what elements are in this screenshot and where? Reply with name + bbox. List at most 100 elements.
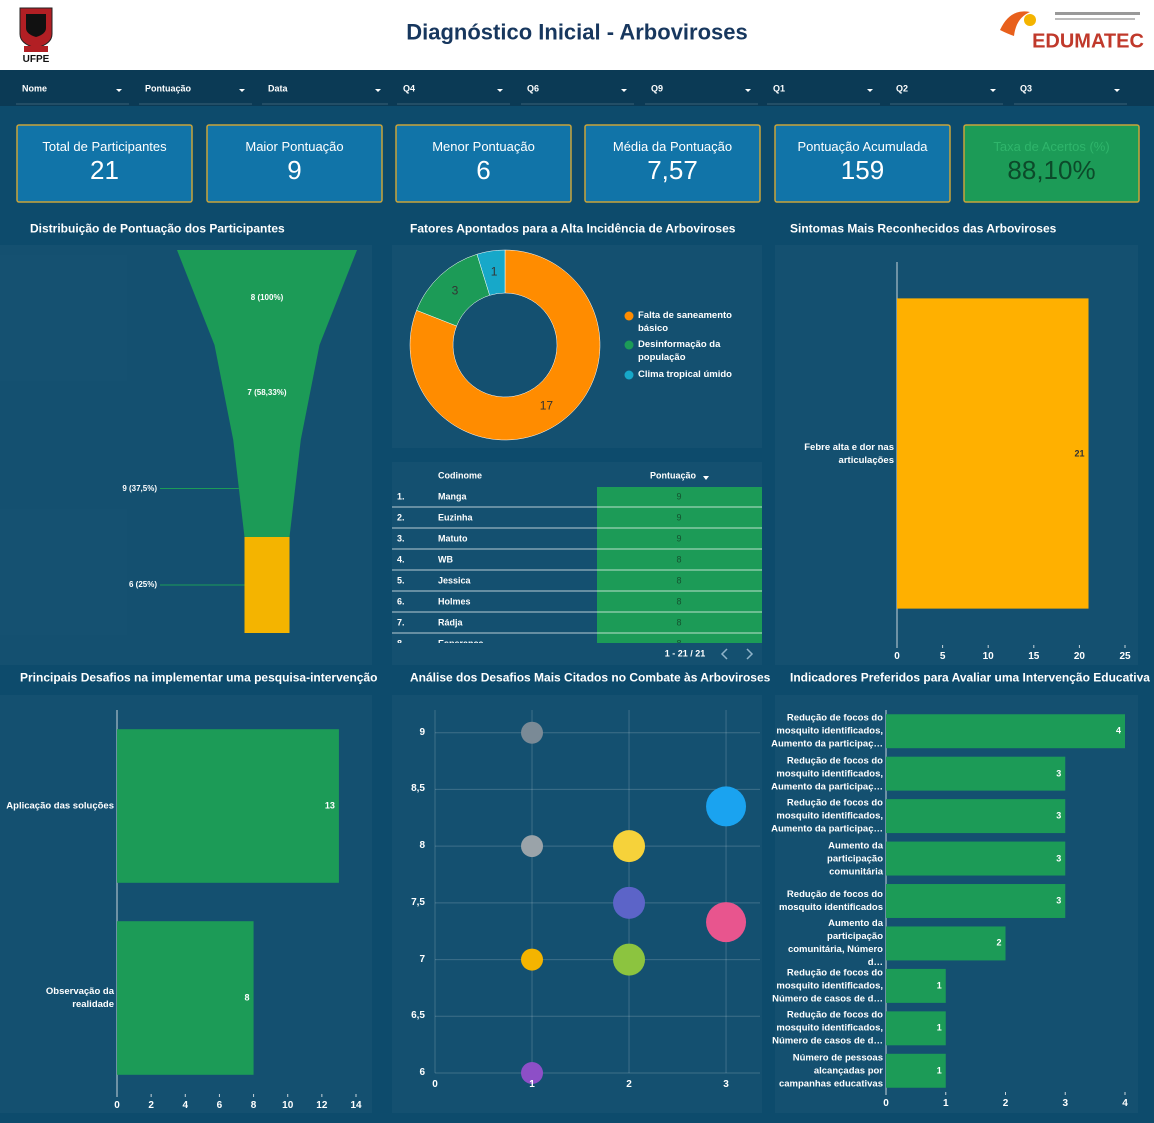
category-label: Redução de focos do mosquito identificad… — [771, 797, 883, 835]
funnel-label: 7 (58,33%) — [247, 387, 287, 397]
bar — [117, 729, 339, 883]
next-page[interactable] — [746, 648, 754, 660]
row-name: Euzinha — [438, 512, 473, 523]
row-index: 7. — [397, 617, 405, 628]
funnel-label: 9 (37,5%) — [122, 483, 157, 493]
row-score: 9 — [676, 512, 682, 523]
y-tick-label: 6 — [419, 1066, 425, 1078]
row-score: 8 — [676, 596, 682, 607]
filter-arrow[interactable] — [497, 89, 503, 92]
bar — [886, 714, 1125, 749]
filter-label[interactable]: Q4 — [403, 83, 416, 94]
category-label: Redução de focos do mosquito identificad… — [771, 712, 883, 750]
filter-label[interactable]: Pontuação — [145, 83, 192, 94]
bar — [886, 968, 946, 1003]
filter-arrow[interactable] — [1114, 89, 1120, 92]
funnel-label: 6 (25%) — [128, 580, 157, 589]
value-label: 8 — [244, 992, 250, 1003]
x-tick-label: 20 — [1073, 650, 1085, 662]
value-label: 1 — [936, 980, 942, 991]
funnel-segment — [214, 345, 320, 440]
kpi-value: 21 — [90, 154, 119, 185]
x-tick-label: 15 — [1028, 650, 1040, 662]
bar — [117, 921, 254, 1075]
filter-label[interactable]: Q9 — [651, 83, 664, 94]
filter-label[interactable]: Q1 — [773, 83, 786, 94]
row-index: 3. — [397, 533, 405, 544]
kpi-value: 7,57 — [647, 154, 698, 185]
row-name: Manga — [438, 491, 467, 502]
table-body: 1. Manga 9 2. Euzinha 9 3. Matuto 9 4. WB 8 5. Jessic… — [392, 487, 762, 643]
sort-icon[interactable] — [703, 476, 709, 480]
bar — [886, 756, 1066, 791]
table-header: Codinome — [438, 470, 482, 481]
filter-arrow[interactable] — [116, 89, 122, 92]
y-tick-label: 7,5 — [411, 896, 425, 908]
bubble — [521, 948, 544, 971]
row-name: Holmes — [438, 596, 471, 607]
value-label: 13 — [324, 800, 335, 811]
logo-text: UFPE — [22, 53, 50, 65]
slice-label: 1 — [490, 264, 498, 279]
table-header[interactable]: Pontuação — [649, 470, 697, 481]
value-label: 3 — [1056, 852, 1062, 863]
row-index: 2. — [397, 512, 405, 523]
row-score: 8 — [676, 617, 682, 628]
filter-label[interactable]: Data — [268, 83, 288, 94]
table-score-column — [597, 487, 762, 643]
funnel-segment — [244, 537, 290, 633]
prev-page[interactable] — [720, 648, 728, 660]
row-score: 8 — [676, 554, 682, 565]
row-index: 6. — [397, 596, 405, 607]
bubble — [521, 835, 544, 858]
filter-arrow[interactable] — [867, 89, 873, 92]
value-label: 3 — [1056, 768, 1062, 779]
slice-label: 17 — [539, 398, 554, 413]
filter-label[interactable]: Q6 — [527, 83, 540, 94]
category-label: Redução de focos do mosquito identificad… — [772, 967, 883, 1005]
slice-label: 3 — [451, 283, 459, 298]
kpi-card — [584, 124, 761, 203]
x-tick-label: 6 — [216, 1099, 223, 1111]
x-tick-label: 5 — [939, 650, 946, 662]
kpi-label: Menor Pontuação — [432, 138, 535, 154]
category-label: Redução de focos do mosquito identificad… — [771, 755, 883, 793]
kpi-value: 88,10% — [1007, 154, 1096, 185]
ufpe-logo — [19, 7, 53, 52]
filter-label[interactable]: Q2 — [896, 83, 909, 94]
legend-swatch — [624, 370, 634, 380]
value-label: 21 — [1074, 447, 1085, 458]
value-label: 2 — [996, 937, 1002, 948]
chart-title: Indicadores Preferidos para Avaliar uma … — [790, 670, 1150, 685]
category-label: Aumento da participação comunitária — [827, 840, 883, 878]
filter-arrow[interactable] — [239, 89, 245, 92]
row-score: 8 — [676, 638, 681, 643]
bar — [886, 1053, 946, 1088]
x-tick-label: 0 — [894, 650, 900, 662]
filter-arrow[interactable] — [745, 89, 751, 92]
bar — [886, 926, 1006, 961]
kpi-label: Maior Pontuação — [245, 138, 344, 154]
x-tick-label: 14 — [350, 1099, 362, 1111]
filter-arrow[interactable] — [990, 89, 996, 92]
y-tick-label: 8,5 — [411, 783, 425, 795]
bubble — [613, 886, 646, 919]
x-tick-label: 10 — [282, 1099, 294, 1111]
row-name: WB — [438, 554, 453, 565]
logo-text: EDUMATEC — [1032, 30, 1144, 53]
filter-label[interactable]: Nome — [22, 83, 48, 94]
category-label: Aplicação das soluções — [6, 800, 114, 812]
funnel-segment — [177, 250, 357, 345]
filter-arrow[interactable] — [621, 89, 627, 92]
x-tick-label: 1 — [942, 1097, 949, 1109]
x-tick-label: 2 — [148, 1099, 154, 1111]
x-tick-label: 0 — [432, 1078, 438, 1090]
y-tick-label: 8 — [419, 839, 425, 851]
row-score: 9 — [676, 491, 682, 502]
row-name: Jessica — [438, 575, 471, 586]
bar — [886, 799, 1066, 834]
filter-label[interactable]: Q3 — [1020, 83, 1033, 94]
kpi-value: 9 — [287, 154, 302, 185]
filter-arrow[interactable] — [375, 89, 381, 92]
